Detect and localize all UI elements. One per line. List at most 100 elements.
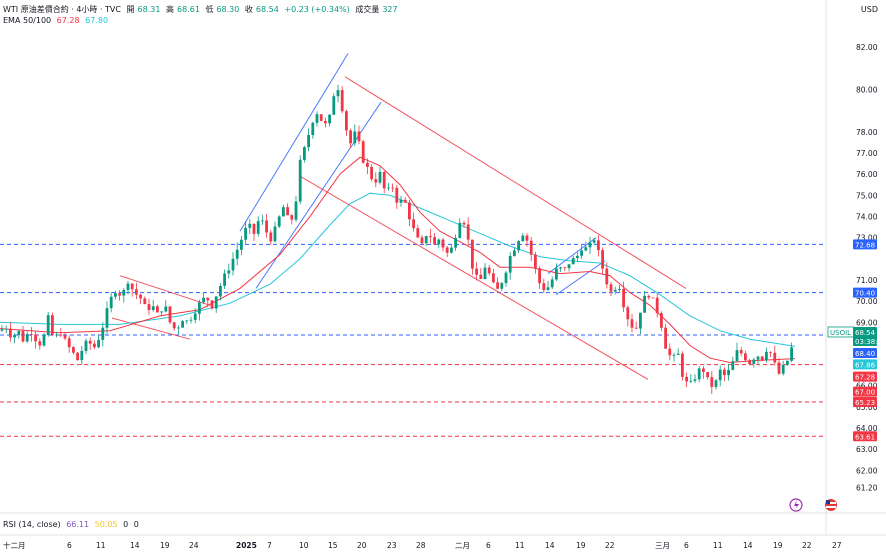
symbol-tag: USOIL <box>830 329 851 337</box>
candle-body <box>630 319 634 328</box>
candle <box>525 233 529 247</box>
y-tick-label: 78.00 <box>856 128 878 137</box>
candle <box>277 215 281 229</box>
rsi-ma-value: 50.05 <box>94 520 118 529</box>
candle-body <box>93 343 96 348</box>
price-label: 68.54 <box>855 329 876 337</box>
candle <box>559 266 562 272</box>
candle <box>122 288 126 303</box>
rsi-legend[interactable]: RSI (14, close) 66.11 50.05 0 0 <box>3 520 142 529</box>
candle-body <box>0 329 4 331</box>
candle <box>114 290 117 300</box>
candle <box>664 324 667 349</box>
candle-body <box>80 350 84 361</box>
candle-body <box>177 327 180 329</box>
candle-body <box>609 284 613 292</box>
candle <box>437 238 441 248</box>
candle-body <box>492 273 495 283</box>
candle <box>588 236 592 255</box>
change-value: +0.23 (+0.34%) <box>284 5 350 14</box>
candle <box>508 252 512 280</box>
candle <box>660 311 663 332</box>
candle <box>185 319 189 325</box>
candle-body <box>651 297 655 299</box>
flag-icon-stripe <box>826 502 836 504</box>
candle <box>790 342 793 363</box>
ema-legend[interactable]: EMA 50/100 67.28 67.80 <box>3 16 111 25</box>
x-tick-label: 22 <box>802 541 812 550</box>
candle <box>655 293 659 318</box>
flag-icon[interactable] <box>825 499 837 511</box>
candle-body <box>214 296 218 309</box>
candle-body <box>361 141 365 163</box>
symbol-name[interactable]: WTI 原油差價合約 · 4小時 · TVC <box>3 5 121 14</box>
candle-body <box>101 327 105 340</box>
symbol-info: WTI 原油差價合約 · 4小時 · TVC 開 68.31 高 68.61 低 68… <box>3 4 401 15</box>
x-tick-label: 19 <box>160 541 170 550</box>
candle <box>496 277 499 289</box>
candle <box>349 128 352 148</box>
close-label: 收 <box>244 5 253 14</box>
candle-body <box>748 360 751 364</box>
candle-body <box>210 300 214 309</box>
candle-body <box>67 338 71 348</box>
candle <box>626 305 630 327</box>
candle <box>172 321 176 331</box>
candle-body <box>387 187 390 189</box>
price-label: 03:38:21 <box>855 338 886 346</box>
x-tick-label: 11 <box>515 541 525 550</box>
candle <box>0 325 4 332</box>
currency-label[interactable]: USD <box>860 5 878 14</box>
candle <box>613 286 617 295</box>
x-tick-label: 28 <box>416 541 426 550</box>
candle-body <box>466 224 470 240</box>
y-tick-label: 73.00 <box>856 234 878 243</box>
x-tick-label: 6 <box>67 541 72 550</box>
candle-body <box>529 240 533 255</box>
rsi-extra-2: 0 <box>133 520 139 529</box>
candle <box>395 184 399 209</box>
candle <box>550 276 554 289</box>
candle <box>105 301 109 335</box>
candle-body <box>349 130 352 144</box>
candle <box>156 305 159 313</box>
candle <box>542 278 546 294</box>
candle <box>252 223 256 242</box>
candle-body <box>269 232 273 242</box>
candle-body <box>433 237 436 245</box>
candle <box>51 312 54 336</box>
candle <box>643 291 646 313</box>
candle-body <box>72 347 75 353</box>
candle-body <box>429 236 432 238</box>
candle <box>374 172 378 188</box>
candle-body <box>84 340 88 351</box>
lightning-icon[interactable] <box>789 498 803 512</box>
candle-body <box>424 236 428 244</box>
candle-body <box>727 369 730 376</box>
candle <box>702 366 705 379</box>
candle-body <box>454 237 457 248</box>
candle <box>332 93 336 115</box>
candle <box>227 263 231 279</box>
candle <box>504 270 508 287</box>
candle-body <box>471 239 474 269</box>
candle <box>311 121 315 139</box>
candle-body <box>181 321 184 328</box>
candle-body <box>521 235 525 242</box>
candle <box>647 294 651 300</box>
candle-body <box>681 353 684 377</box>
candle-body <box>303 147 306 160</box>
candle <box>38 338 42 350</box>
candle-body <box>55 334 58 336</box>
candle-body <box>504 272 508 284</box>
candle-body <box>508 255 512 273</box>
candle-body <box>366 162 369 167</box>
candle <box>777 357 781 375</box>
price-label: 67.86 <box>855 361 876 369</box>
candle-body <box>786 360 789 365</box>
close-value: 68.54 <box>255 5 279 14</box>
high-label: 高 <box>166 5 174 14</box>
candle <box>739 346 743 357</box>
